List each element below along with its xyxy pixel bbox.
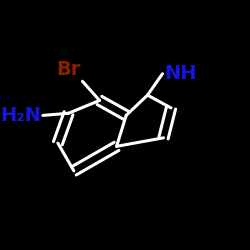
Text: Br: Br <box>56 60 80 79</box>
Text: H₂N: H₂N <box>0 106 41 125</box>
Text: NH: NH <box>164 64 197 83</box>
